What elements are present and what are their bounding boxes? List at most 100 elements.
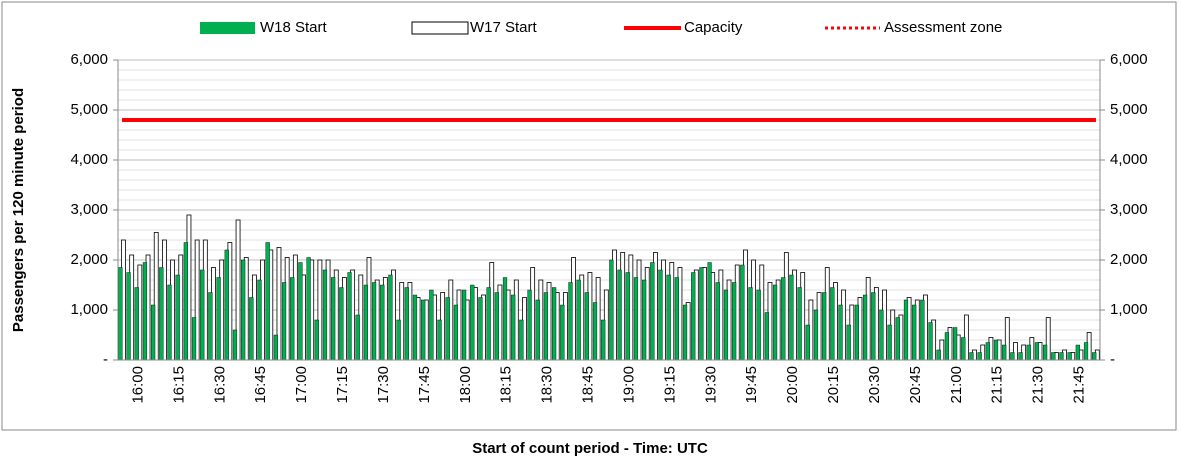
bar	[674, 277, 679, 361]
bar	[993, 339, 999, 361]
bar	[191, 317, 197, 361]
x-axis-title: Start of count period - Time: UTC	[472, 440, 708, 457]
y2-tick-label: 6,000	[1110, 51, 1148, 68]
bar	[208, 292, 213, 361]
y-tick-label: 5,000	[70, 101, 108, 118]
bar	[1018, 352, 1023, 361]
bar	[658, 269, 663, 361]
bar	[470, 284, 475, 361]
x-tick-label: 17:00	[293, 366, 310, 404]
bar	[732, 282, 737, 361]
bar	[1010, 352, 1015, 361]
bar	[961, 337, 966, 361]
bar	[298, 262, 303, 361]
bar	[977, 352, 982, 361]
legend-swatch	[411, 21, 469, 35]
bar	[601, 319, 606, 361]
bar	[183, 242, 188, 361]
bar	[920, 299, 925, 361]
bar	[453, 304, 459, 361]
bar	[159, 267, 164, 361]
x-tick-label: 19:15	[661, 366, 678, 404]
bar	[642, 279, 647, 361]
bar	[830, 287, 835, 361]
bar	[355, 314, 360, 361]
bar	[388, 274, 393, 361]
legend-label: Assessment zone	[884, 19, 1002, 36]
bar	[404, 287, 409, 361]
y2-tick-label: 1,000	[1110, 301, 1148, 318]
bar	[789, 274, 794, 361]
bar	[1002, 344, 1007, 361]
bar	[699, 267, 704, 361]
bar	[363, 284, 368, 361]
x-tick-label: 19:30	[702, 366, 719, 404]
bar	[756, 289, 761, 361]
bar	[707, 262, 712, 361]
x-tick-label: 20:15	[825, 366, 842, 404]
bar	[576, 279, 581, 361]
bar	[257, 279, 262, 361]
bar	[216, 277, 221, 361]
x-tick-label: 21:00	[948, 366, 965, 404]
y-tick-label: 4,000	[70, 151, 108, 168]
bar	[854, 304, 859, 361]
bar	[969, 352, 974, 361]
bar	[519, 319, 524, 361]
bar	[429, 289, 434, 361]
bar	[371, 282, 377, 361]
bar	[625, 272, 630, 361]
bar	[568, 282, 573, 361]
bar	[118, 267, 123, 361]
x-tick-label: 17:15	[334, 366, 351, 404]
bar	[511, 294, 516, 361]
bar	[1051, 352, 1056, 361]
x-tick-label: 19:00	[620, 366, 637, 404]
y2-tick-label: 3,000	[1110, 201, 1148, 218]
bar	[952, 327, 958, 361]
bar	[502, 277, 508, 361]
bar	[887, 324, 892, 361]
bar	[1067, 352, 1072, 361]
bar	[838, 304, 843, 361]
bar	[748, 287, 753, 361]
bar	[421, 299, 426, 361]
x-tick-label: 18:00	[457, 366, 474, 404]
bar	[331, 277, 336, 361]
bar	[527, 289, 532, 361]
x-tick-label: 16:30	[211, 366, 228, 404]
y-axis-title: Passengers per 120 minute period	[10, 88, 27, 332]
bar	[797, 287, 802, 361]
bar	[142, 262, 148, 361]
bar	[232, 329, 238, 361]
bar	[134, 287, 139, 361]
legend-label: W17 Start	[470, 19, 538, 36]
y2-tick-label: 2,000	[1110, 251, 1148, 268]
x-tick-label: 16:15	[170, 366, 187, 404]
x-tick-label: 20:30	[866, 366, 883, 404]
bar	[290, 277, 295, 361]
bar	[764, 312, 769, 361]
bar	[944, 332, 950, 361]
bar	[478, 297, 483, 361]
x-tick-label: 21:15	[989, 366, 1006, 404]
bar	[895, 317, 900, 361]
bar	[846, 324, 851, 361]
bar	[167, 284, 172, 361]
bar	[805, 324, 810, 361]
bar	[609, 259, 614, 361]
bar	[822, 292, 827, 361]
x-tick-label: 20:00	[784, 366, 801, 404]
bar	[339, 287, 344, 361]
bar	[879, 309, 884, 361]
x-tick-label: 21:30	[1030, 366, 1047, 404]
x-tick-label: 18:15	[498, 366, 515, 404]
x-tick-label: 21:45	[1071, 366, 1088, 404]
bar	[936, 349, 941, 361]
bar	[314, 319, 319, 361]
bar	[396, 319, 401, 361]
bar	[1026, 344, 1031, 361]
bar	[715, 282, 720, 361]
y-tick-label: 6,000	[70, 51, 108, 68]
